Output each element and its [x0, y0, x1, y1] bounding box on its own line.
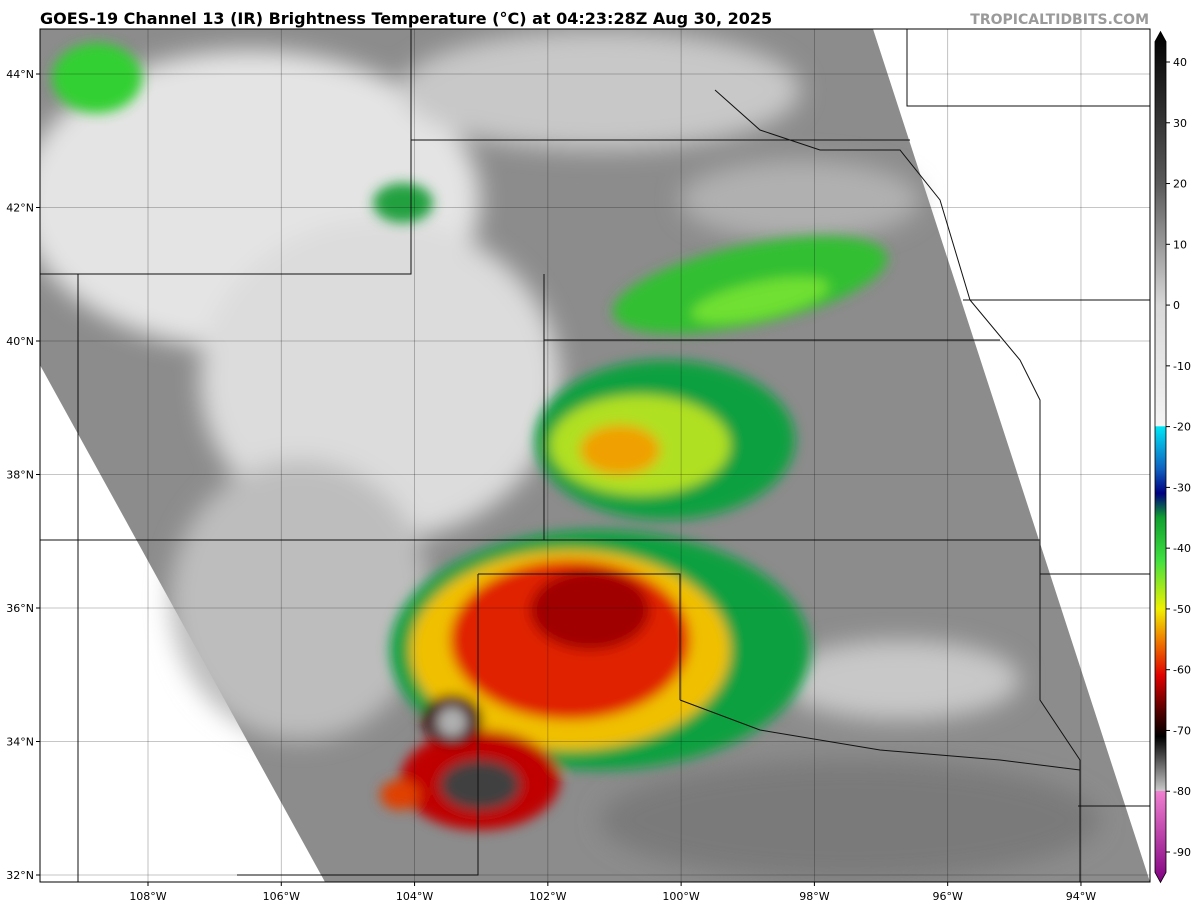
lon-tick-label: 100°W	[662, 890, 699, 903]
colorbar-tick-label: -40	[1173, 542, 1191, 555]
lat-tick-label: 36°N	[6, 602, 34, 615]
colorbar-tick-label: -90	[1173, 846, 1191, 859]
map-frame	[39, 28, 1151, 883]
colorbar-tick-label: -20	[1173, 421, 1191, 434]
watermark: TROPICALTIDBITS.COM	[970, 12, 1149, 28]
colorbar-tick-label: 40	[1173, 56, 1187, 69]
colorbar-tick-label: 10	[1173, 238, 1187, 251]
graticule: 32°N 34°N 36°N 38°N 40°N 42°N 44°N 108°W 106°W 10…	[6, 29, 1150, 903]
colorbar: 40 30 20 10 0 -10 -20 -30 -40 -50 -60 -70 -80 -90	[1154, 30, 1191, 884]
colorbar-tick-label: 0	[1173, 299, 1180, 312]
lat-tick-label: 42°N	[6, 202, 34, 215]
lon-tick-label: 96°W	[932, 890, 962, 903]
imagery	[40, 29, 1150, 882]
colorbar-tick-label: -70	[1173, 724, 1191, 737]
lon-tick-label: 104°W	[396, 890, 433, 903]
lat-tick-label: 40°N	[6, 335, 34, 348]
colorbar-fill	[1154, 30, 1167, 884]
colorbar-tick-label: -50	[1173, 603, 1191, 616]
title: GOES-19 Channel 13 (IR) Brightness Tempe…	[40, 9, 772, 28]
colorbar-tick-label: 20	[1173, 178, 1187, 191]
colorbar-tick-label: 30	[1173, 117, 1187, 130]
lon-tick-label: 108°W	[129, 890, 166, 903]
lon-tick-label: 106°W	[263, 890, 300, 903]
colorbar-tick-label: -10	[1173, 360, 1191, 373]
colorbar-tick-label: -30	[1173, 481, 1191, 494]
lat-tick-label: 32°N	[6, 869, 34, 882]
lat-tick-label: 38°N	[6, 469, 34, 482]
lon-tick-label: 102°W	[529, 890, 566, 903]
lon-tick-label: 98°W	[799, 890, 829, 903]
lat-tick-label: 34°N	[6, 736, 34, 749]
colorbar-tick-label: -80	[1173, 785, 1191, 798]
lon-tick-label: 94°W	[1066, 890, 1096, 903]
lat-tick-label: 44°N	[6, 68, 34, 81]
colorbar-tick-label: -60	[1173, 664, 1191, 677]
